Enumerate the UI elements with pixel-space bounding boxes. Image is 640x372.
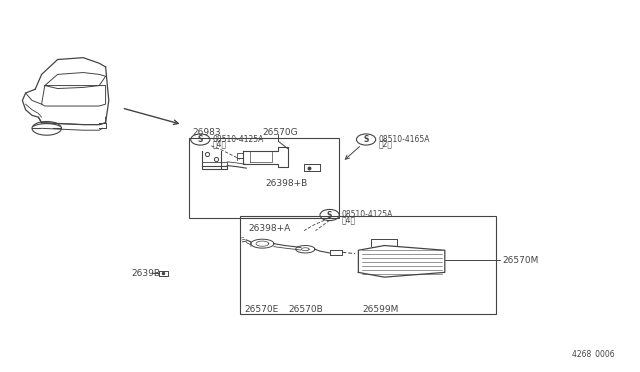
Text: 4268 0006: 4268 0006 [572,350,614,359]
Text: 08510-4125A: 08510-4125A [342,210,393,219]
Text: 08510-4165A: 08510-4165A [378,135,429,144]
Bar [240,216,496,314]
Text: 26570G: 26570G [262,128,298,137]
Text: S: S [327,211,332,219]
Text: 2639B: 2639B [131,269,160,278]
Text: 26599M: 26599M [363,305,399,314]
Text: S: S [198,135,203,144]
Text: 26570M: 26570M [502,256,539,265]
Text: 26398+B: 26398+B [266,179,308,187]
Text: 26570B: 26570B [289,305,323,314]
Text: （4）: （4） [342,215,356,224]
Bar [189,138,339,218]
Text: 26983: 26983 [192,128,221,137]
Text: 08510-4125A: 08510-4125A [212,135,264,144]
Text: S: S [364,135,369,144]
Text: （2）: （2） [378,140,392,148]
Text: 26398+A: 26398+A [248,224,291,233]
Text: （4）: （4） [212,140,227,148]
Text: 26570E: 26570E [244,305,278,314]
